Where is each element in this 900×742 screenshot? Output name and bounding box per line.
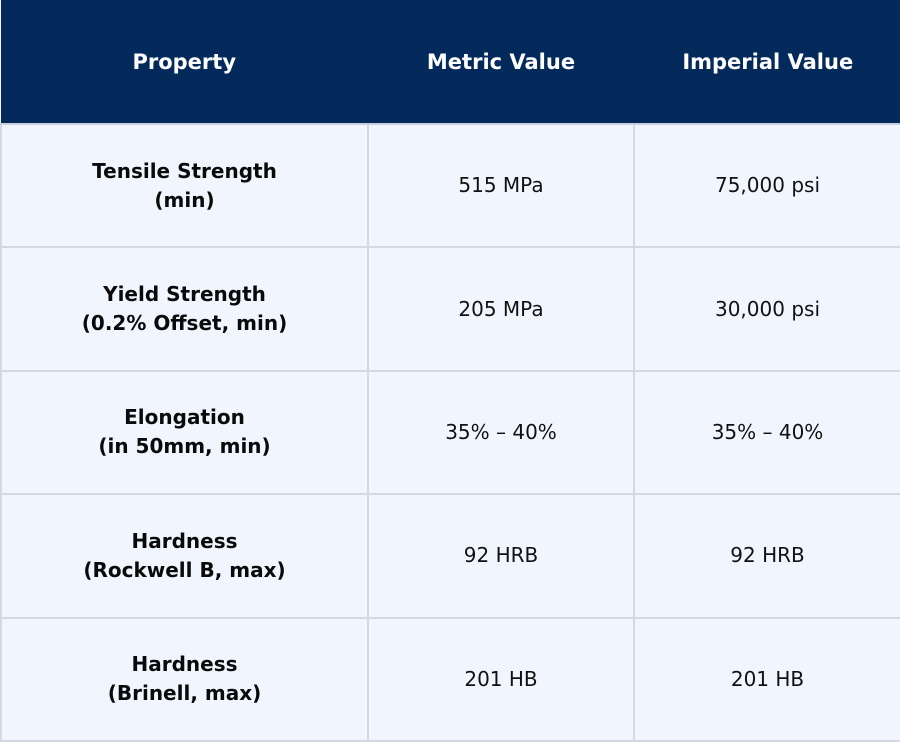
table-header: Property Metric Value Imperial Value xyxy=(1,0,900,125)
property-qualifier: (0.2% Offset, min) xyxy=(81,311,288,336)
header-imperial-value: Imperial Value xyxy=(634,0,900,125)
property-qualifier: (min) xyxy=(154,187,215,212)
metric-value-cell: 205 MPa xyxy=(367,246,635,372)
property-cell: Elongation (in 50mm, min) xyxy=(0,369,369,496)
metric-value-cell: 92 HRB xyxy=(367,493,635,619)
property-name: Hardness xyxy=(131,652,238,677)
property-qualifier: (in 50mm, min) xyxy=(98,434,271,459)
imperial-value-cell: 35% – 40% xyxy=(633,369,900,496)
table-row-tensile-strength: Tensile Strength (min) 515 MPa 75,000 ps… xyxy=(0,122,900,249)
property-name: Yield Strength xyxy=(103,282,266,307)
property-name: Elongation xyxy=(124,405,245,430)
property-cell: Hardness (Rockwell B, max) xyxy=(0,493,369,619)
table-row-hardness-brinell: Hardness (Brinell, max) 201 HB 201 HB xyxy=(0,616,900,742)
property-qualifier: (Rockwell B, max) xyxy=(83,557,286,582)
property-cell: Hardness (Brinell, max) xyxy=(0,616,369,742)
property-name: Hardness xyxy=(131,528,238,553)
metric-value-cell: 201 HB xyxy=(367,616,635,742)
metric-value-cell: 515 MPa xyxy=(367,122,635,249)
property-name: Tensile Strength xyxy=(92,158,277,183)
imperial-value-cell: 30,000 psi xyxy=(633,246,900,372)
header-property: Property xyxy=(1,0,369,125)
property-qualifier: (Brinell, max) xyxy=(107,681,262,706)
imperial-value-cell: 75,000 psi xyxy=(633,122,900,249)
table-row-yield-strength: Yield Strength (0.2% Offset, min) 205 MP… xyxy=(0,246,900,372)
table-row-hardness-rockwell: Hardness (Rockwell B, max) 92 HRB 92 HRB xyxy=(0,493,900,619)
property-cell: Tensile Strength (min) xyxy=(0,122,369,249)
table-row-elongation: Elongation (in 50mm, min) 35% – 40% 35% … xyxy=(0,369,900,496)
metric-value-cell: 35% – 40% xyxy=(367,369,635,496)
imperial-value-cell: 92 HRB xyxy=(633,493,900,619)
imperial-value-cell: 201 HB xyxy=(633,616,900,742)
header-row: Property Metric Value Imperial Value xyxy=(1,0,900,125)
property-cell: Yield Strength (0.2% Offset, min) xyxy=(0,246,369,372)
header-metric-value: Metric Value xyxy=(368,0,635,125)
table-body: Tensile Strength (min) 515 MPa 75,000 ps… xyxy=(0,122,900,742)
